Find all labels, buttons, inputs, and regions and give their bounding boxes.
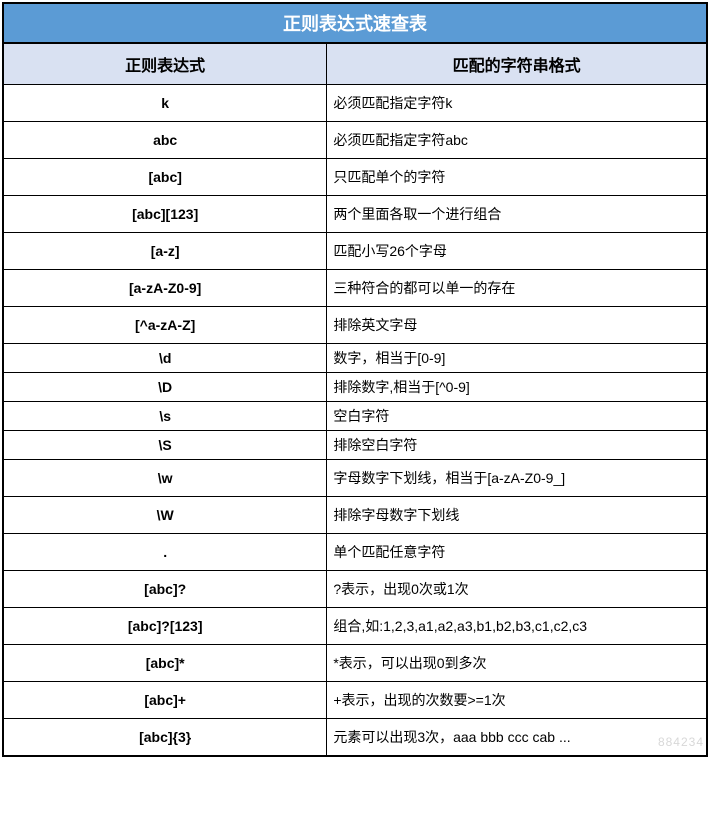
regex-cell: [abc]+ (3, 682, 327, 719)
regex-cell: \D (3, 373, 327, 402)
table-row: [abc]?[123]组合,如:1,2,3,a1,a2,a3,b1,b2,b3,… (3, 608, 707, 645)
desc-cell: +表示，出现的次数要>=1次 (327, 682, 707, 719)
regex-cell: [abc] (3, 159, 327, 196)
table-row: \s空白字符 (3, 402, 707, 431)
regex-cell: [abc]?[123] (3, 608, 327, 645)
table-row: abc必须匹配指定字符abc (3, 122, 707, 159)
regex-cell: \s (3, 402, 327, 431)
table-row: [abc]??表示，出现0次或1次 (3, 571, 707, 608)
title-row: 正则表达式速查表 (3, 3, 707, 43)
desc-cell: 必须匹配指定字符abc (327, 122, 707, 159)
desc-cell: 三种符合的都可以单一的存在 (327, 270, 707, 307)
desc-cell: 匹配小写26个字母 (327, 233, 707, 270)
regex-cell: . (3, 534, 327, 571)
desc-cell: 排除英文字母 (327, 307, 707, 344)
desc-cell: ?表示，出现0次或1次 (327, 571, 707, 608)
desc-cell: 空白字符 (327, 402, 707, 431)
header-row: 正则表达式 匹配的字符串格式 (3, 43, 707, 85)
regex-cell: k (3, 85, 327, 122)
table-row: k必须匹配指定字符k (3, 85, 707, 122)
desc-cell: 单个匹配任意字符 (327, 534, 707, 571)
regex-cell: \W (3, 497, 327, 534)
table-row: [abc]只匹配单个的字符 (3, 159, 707, 196)
table-row: [abc]++表示，出现的次数要>=1次 (3, 682, 707, 719)
regex-cell: [a-zA-Z0-9] (3, 270, 327, 307)
desc-cell: 必须匹配指定字符k (327, 85, 707, 122)
table-row: \W排除字母数字下划线 (3, 497, 707, 534)
regex-cell: [abc]? (3, 571, 327, 608)
desc-cell: 组合,如:1,2,3,a1,a2,a3,b1,b2,b3,c1,c2,c3 (327, 608, 707, 645)
table-row: .单个匹配任意字符 (3, 534, 707, 571)
desc-cell: 排除空白字符 (327, 431, 707, 460)
table-body: k必须匹配指定字符kabc必须匹配指定字符abc[abc]只匹配单个的字符[ab… (3, 85, 707, 757)
desc-cell: 字母数字下划线，相当于[a-zA-Z0-9_] (327, 460, 707, 497)
table-row: [a-zA-Z0-9]三种符合的都可以单一的存在 (3, 270, 707, 307)
desc-cell: 数字，相当于[0-9] (327, 344, 707, 373)
table-row: [abc][123]两个里面各取一个进行组合 (3, 196, 707, 233)
regex-cell: \d (3, 344, 327, 373)
regex-cell: [^a-zA-Z] (3, 307, 327, 344)
table-row: \S排除空白字符 (3, 431, 707, 460)
regex-cell: \w (3, 460, 327, 497)
regex-cell: [abc]* (3, 645, 327, 682)
table-row: \D排除数字,相当于[^0-9] (3, 373, 707, 402)
desc-cell: 元素可以出现3次，aaa bbb ccc cab ... (327, 719, 707, 757)
regex-cell: [abc][123] (3, 196, 327, 233)
table-row: \d数字，相当于[0-9] (3, 344, 707, 373)
regex-cell: [a-z] (3, 233, 327, 270)
table-row: [abc]**表示，可以出现0到多次 (3, 645, 707, 682)
table-row: [a-z]匹配小写26个字母 (3, 233, 707, 270)
table-title: 正则表达式速查表 (3, 3, 707, 43)
desc-cell: 排除数字,相当于[^0-9] (327, 373, 707, 402)
desc-cell: 两个里面各取一个进行组合 (327, 196, 707, 233)
regex-cell: \S (3, 431, 327, 460)
regex-cell: [abc]{3} (3, 719, 327, 757)
table-row: [abc]{3}元素可以出现3次，aaa bbb ccc cab ... (3, 719, 707, 757)
header-desc: 匹配的字符串格式 (327, 43, 707, 85)
header-regex: 正则表达式 (3, 43, 327, 85)
desc-cell: *表示，可以出现0到多次 (327, 645, 707, 682)
desc-cell: 只匹配单个的字符 (327, 159, 707, 196)
regex-cheatsheet-table: 正则表达式速查表 正则表达式 匹配的字符串格式 k必须匹配指定字符kabc必须匹… (2, 2, 708, 757)
desc-cell: 排除字母数字下划线 (327, 497, 707, 534)
table-row: [^a-zA-Z]排除英文字母 (3, 307, 707, 344)
regex-cell: abc (3, 122, 327, 159)
table-row: \w字母数字下划线，相当于[a-zA-Z0-9_] (3, 460, 707, 497)
